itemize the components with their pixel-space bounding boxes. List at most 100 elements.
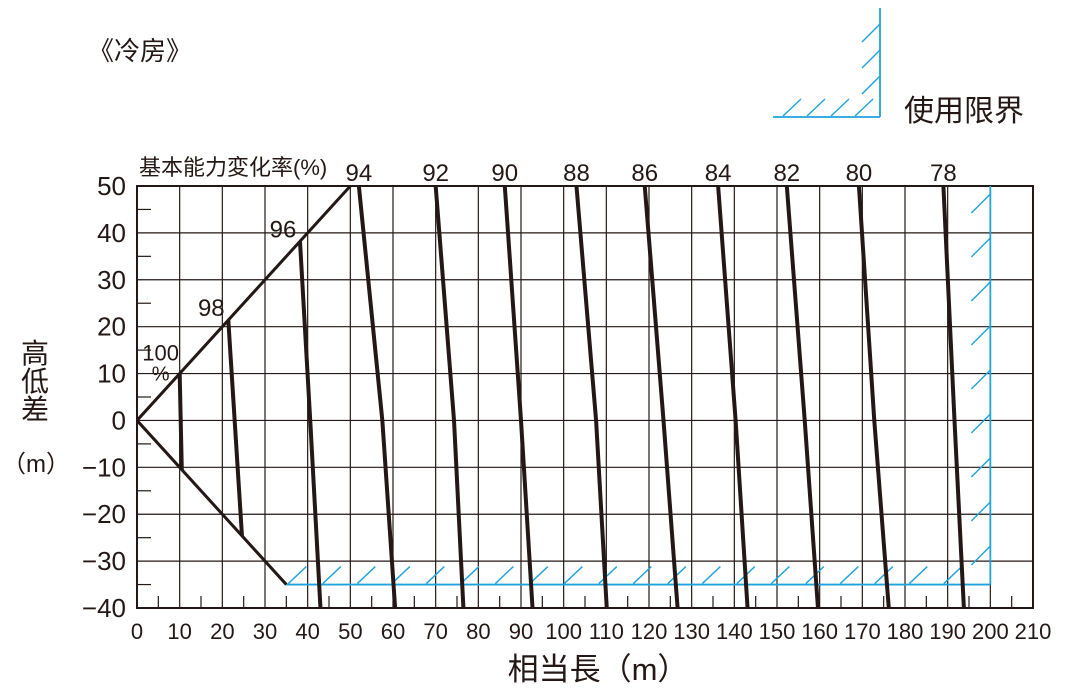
capacity-line-82 bbox=[784, 185, 820, 609]
x-tick-label: 180 bbox=[887, 619, 924, 644]
x-tick-label: 210 bbox=[1015, 619, 1052, 644]
series-unit-label: % bbox=[152, 364, 170, 386]
series-label-98: 98 bbox=[198, 295, 225, 322]
series-label-90: 90 bbox=[491, 160, 518, 187]
capacity-labels: 100% 98 96 94 92 90 88 86 84 82 80 78 bbox=[142, 160, 956, 386]
usage-limit-hatch bbox=[970, 325, 991, 346]
x-tick-label: 150 bbox=[759, 619, 796, 644]
series-label-84: 84 bbox=[705, 160, 732, 187]
x-tick-label: 60 bbox=[381, 619, 405, 644]
usage-limit-hatch bbox=[943, 566, 963, 585]
x-tick-label: 110 bbox=[589, 619, 624, 644]
x-tick-label: 160 bbox=[801, 619, 838, 644]
x-tick-label: 170 bbox=[844, 619, 881, 644]
usage-limit-hatch bbox=[425, 566, 445, 585]
series-label-88: 88 bbox=[563, 160, 590, 187]
y-tick-label: −10 bbox=[82, 452, 126, 482]
capacity-line-92 bbox=[433, 185, 466, 609]
x-tick-label: 70 bbox=[423, 619, 447, 644]
capacity-line-98 bbox=[226, 319, 244, 536]
capacity-line-86 bbox=[642, 185, 680, 609]
lower-boundary-line bbox=[135, 419, 288, 586]
legend-swatch-hatch bbox=[861, 49, 881, 69]
usage-limit bbox=[286, 186, 992, 586]
series-label-80: 80 bbox=[846, 160, 873, 187]
usage-limit-hatch bbox=[287, 566, 307, 585]
x-tick-label: 0 bbox=[131, 619, 143, 644]
legend-swatch-hatch bbox=[782, 98, 802, 117]
y-axis-unit: （m） bbox=[2, 451, 70, 478]
x-tick-label: 100 bbox=[545, 619, 582, 644]
series-label-82: 82 bbox=[773, 160, 800, 187]
usage-limit-hatch bbox=[322, 566, 342, 585]
y-tick-label: −20 bbox=[82, 499, 126, 529]
x-tick-label: 10 bbox=[167, 619, 191, 644]
series-label-96: 96 bbox=[270, 216, 297, 243]
usage-limit-hatch bbox=[874, 566, 894, 585]
usage-limit-hatch bbox=[701, 566, 721, 585]
x-tick-label: 190 bbox=[929, 619, 966, 644]
usage-limit-hatch bbox=[908, 566, 928, 585]
y-tick-label: −30 bbox=[82, 546, 126, 576]
usage-limit-hatch bbox=[970, 237, 991, 258]
capacity-line-78 bbox=[941, 185, 966, 609]
usage-limit-hatch bbox=[494, 566, 514, 585]
legend-swatch-hatch bbox=[806, 98, 826, 117]
capacity-lines bbox=[177, 185, 966, 609]
x-tick-label: 50 bbox=[338, 619, 362, 644]
x-tick-label: 200 bbox=[972, 619, 1009, 644]
usage-limit-hatch bbox=[770, 566, 790, 585]
y-axis-label: 高低差 bbox=[20, 338, 49, 425]
upper-boundary-line bbox=[135, 184, 352, 422]
chart-title: 基本能力変化率(%) bbox=[139, 155, 328, 180]
x-tick-label: 20 bbox=[210, 619, 234, 644]
legend-label: 使用限界 bbox=[904, 95, 1024, 128]
legend-swatch-hatch bbox=[861, 75, 881, 95]
x-tick-label: 130 bbox=[673, 619, 710, 644]
capacity-line-84 bbox=[716, 185, 750, 609]
legend-swatch-hatch bbox=[861, 23, 881, 43]
usage-limit-hatch bbox=[632, 566, 652, 585]
usage-limit-hatch bbox=[970, 193, 991, 214]
capacity-line-90 bbox=[502, 185, 535, 609]
usage-limit-hatch bbox=[970, 413, 991, 434]
plot-frame bbox=[136, 185, 1034, 609]
usage-limit-hatch bbox=[970, 545, 991, 566]
capacity-line-96 bbox=[297, 241, 323, 609]
y-tick-label: 10 bbox=[97, 359, 126, 389]
x-tick-label: 90 bbox=[509, 619, 533, 644]
y-tick-label: 20 bbox=[97, 312, 126, 342]
legend-swatch-hatch bbox=[830, 98, 850, 117]
series-label-100: 100 bbox=[142, 341, 179, 366]
series-label-92: 92 bbox=[422, 160, 449, 187]
legend-swatch bbox=[773, 8, 881, 118]
usage-limit-hatch bbox=[970, 457, 991, 478]
capacity-line-80 bbox=[856, 185, 891, 609]
y-tick-label: 0 bbox=[112, 405, 126, 435]
usage-limit-hatch bbox=[970, 369, 991, 390]
legend-swatch-hatch bbox=[854, 98, 874, 117]
y-tick-label: 50 bbox=[97, 171, 126, 201]
tick-labels: 0 10 20 30 40 50 60 70 80 90 100 110 120 130 140 150 160… bbox=[82, 171, 1051, 644]
x-tick-label: 120 bbox=[631, 619, 668, 644]
y-tick-label: 40 bbox=[97, 218, 126, 248]
grid bbox=[137, 186, 1033, 608]
capacity-line-100 bbox=[177, 373, 184, 470]
usage-limit-hatch bbox=[356, 566, 376, 585]
usage-limit-hatch bbox=[970, 281, 991, 302]
series-label-86: 86 bbox=[631, 160, 658, 187]
capacity-line-88 bbox=[574, 185, 609, 609]
y-tick-label: 30 bbox=[97, 265, 126, 295]
capacity-line-94 bbox=[356, 185, 398, 609]
usage-limit-hatch bbox=[839, 566, 859, 585]
series-label-94: 94 bbox=[346, 160, 373, 187]
usage-limit-hatch bbox=[598, 566, 618, 585]
y-tick-label: −40 bbox=[82, 593, 126, 623]
x-tick-label: 40 bbox=[295, 619, 319, 644]
usage-limit-hatch bbox=[563, 566, 583, 585]
series-label-78: 78 bbox=[930, 160, 957, 187]
usage-limit-hatch bbox=[970, 501, 991, 522]
mode-label: 《冷房》 bbox=[88, 36, 193, 66]
x-tick-label: 140 bbox=[716, 619, 753, 644]
